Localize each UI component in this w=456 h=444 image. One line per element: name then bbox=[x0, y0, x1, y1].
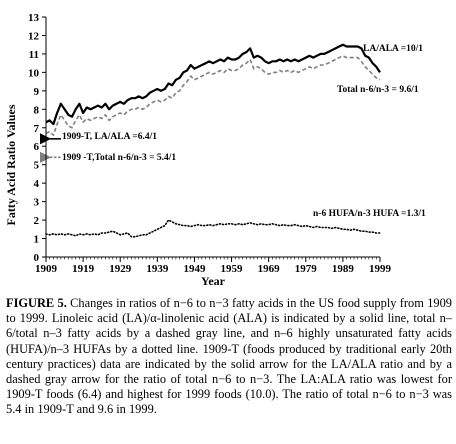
y-axis-title: Fatty Acid Ratio Values bbox=[4, 104, 18, 225]
series-line-hufa bbox=[45, 219, 381, 238]
caption-text: Changes in ratios of n−6 to n−3 fatty ac… bbox=[6, 296, 452, 417]
y-tick-label: 4 bbox=[34, 178, 40, 190]
y-tick-label: 7 bbox=[34, 123, 40, 135]
y-tick-label: 9 bbox=[34, 86, 40, 98]
x-tick-label: 1959 bbox=[221, 263, 244, 275]
x-tick-label: 1979 bbox=[295, 263, 318, 275]
x-tick-label: 1919 bbox=[72, 263, 95, 275]
y-tick-label: 8 bbox=[34, 104, 40, 116]
total-ratio-label: Total n-6/n-3 = 9.6/1 bbox=[337, 85, 419, 95]
y-tick-label: 13 bbox=[28, 12, 40, 24]
la-ala-label: LA/ALA =10/1 bbox=[363, 44, 423, 54]
x-tick-label: 1949 bbox=[183, 263, 206, 275]
x-tick-label: 1999 bbox=[369, 263, 392, 275]
y-tick-label: 0 bbox=[34, 252, 40, 264]
x-tick-label: 1929 bbox=[109, 263, 132, 275]
y-tick-label: 10 bbox=[28, 67, 40, 79]
figure-caption: FIGURE 5. Changes in ratios of n−6 to n−… bbox=[6, 296, 452, 418]
y-tick-label: 2 bbox=[34, 215, 40, 227]
plot-area bbox=[39, 43, 381, 238]
x-tick-label: 1969 bbox=[258, 263, 281, 275]
x-tick-label: 1909 bbox=[35, 263, 58, 275]
y-tick-label: 3 bbox=[34, 197, 40, 209]
figure-label: FIGURE 5. bbox=[6, 296, 67, 310]
y-tick-label: 5 bbox=[34, 160, 40, 172]
x-tick-label: 1989 bbox=[332, 263, 355, 275]
t1909-total-label: 1909 -T,Total n-6/n-3 = 5.4/1 bbox=[62, 153, 176, 163]
series-line-la-ala bbox=[45, 43, 381, 126]
y-tick-label: 1 bbox=[34, 234, 40, 246]
y-tick-label: 11 bbox=[29, 49, 39, 61]
x-tick-label: 1939 bbox=[146, 263, 169, 275]
hufa-label: n-6 HUFA/n-3 HUFA =1.3/1 bbox=[313, 209, 426, 219]
x-axis-title: Year bbox=[201, 274, 226, 288]
y-tick-label: 12 bbox=[28, 30, 40, 42]
series-line-total-n6-n3 bbox=[45, 54, 381, 136]
t1909-la-ala-label: 1909-T, LA/ALA =6.4/1 bbox=[62, 132, 157, 142]
y-tick-label: 6 bbox=[34, 141, 40, 153]
